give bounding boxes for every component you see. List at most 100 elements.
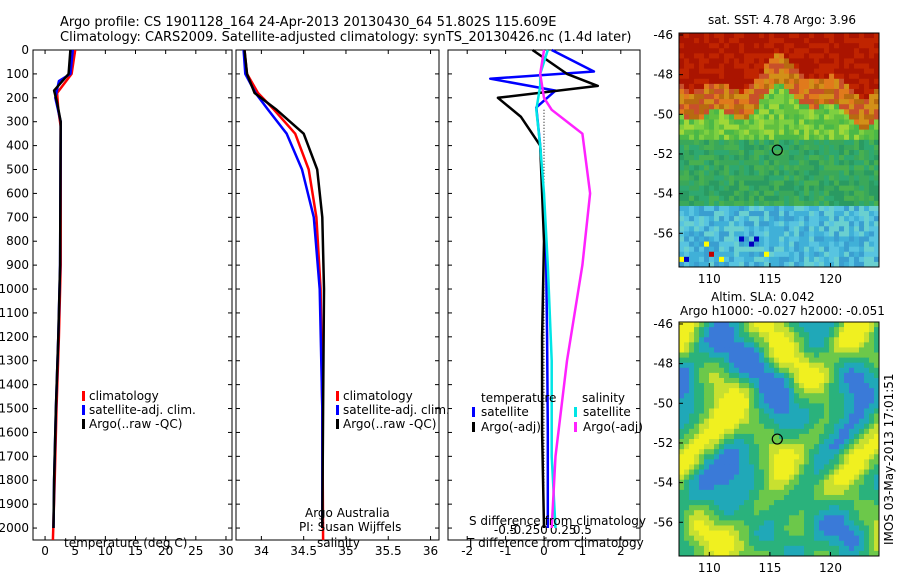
map-cell — [739, 337, 745, 343]
map-cell — [704, 134, 710, 141]
map-cell — [834, 78, 840, 85]
map-cell — [739, 241, 745, 248]
map-cell — [869, 63, 875, 70]
map-cell — [829, 221, 835, 227]
map-cell — [834, 144, 840, 151]
map-cell — [869, 383, 875, 389]
map-cell — [804, 88, 810, 95]
map-cell — [854, 63, 860, 70]
map-cell — [794, 367, 800, 374]
map-cell — [854, 246, 860, 253]
map-cell — [789, 459, 795, 465]
map-cell — [789, 88, 795, 95]
map-cell — [824, 205, 830, 212]
map-cell — [729, 413, 735, 420]
map-cell — [794, 352, 800, 359]
map-cell — [809, 48, 815, 54]
map-cell — [844, 68, 850, 75]
map-cell — [714, 261, 720, 268]
map-cell — [719, 144, 725, 151]
map-cell — [679, 322, 685, 328]
map-cell — [874, 545, 880, 552]
map-cell — [839, 408, 845, 414]
map-cell — [794, 165, 800, 171]
map-cell — [814, 428, 820, 435]
map-cell — [704, 216, 710, 222]
map-cell — [679, 428, 685, 435]
map-cell — [829, 251, 835, 258]
map-cell — [764, 256, 770, 263]
map-cell — [809, 362, 815, 369]
map-cell — [749, 352, 755, 359]
map-cell — [869, 479, 875, 486]
map-cell — [784, 129, 790, 136]
map-cell — [869, 43, 875, 49]
map-cell — [874, 474, 880, 481]
map-cell — [709, 205, 715, 212]
map-cell — [744, 433, 750, 440]
map-cell — [689, 332, 695, 338]
map-cell — [684, 83, 690, 90]
map-cell — [739, 211, 745, 217]
map-cell — [739, 48, 745, 54]
map-cell — [699, 433, 705, 440]
map-cell — [714, 322, 720, 328]
map-cell — [829, 180, 835, 187]
map-cell — [819, 428, 825, 435]
map-cell — [809, 195, 815, 202]
map-cell — [794, 251, 800, 258]
map-cell — [754, 403, 760, 409]
map-cell — [764, 500, 770, 506]
map-cell — [744, 83, 750, 90]
map-cell — [789, 124, 795, 131]
map-cell — [714, 464, 720, 470]
map-cell — [824, 241, 830, 248]
map-cell — [864, 342, 870, 348]
map-cell — [744, 150, 750, 156]
map-cell — [729, 550, 735, 557]
map-cell — [804, 119, 810, 125]
map-cell — [784, 530, 790, 537]
map-cell — [734, 38, 740, 44]
map-cell — [754, 525, 760, 531]
map-cell — [754, 251, 760, 258]
map-cell — [864, 474, 870, 481]
legend-swatch — [574, 422, 577, 432]
map-cell — [844, 43, 850, 49]
map-cell — [789, 231, 795, 237]
map-cell — [839, 251, 845, 258]
map-cell — [819, 362, 825, 369]
map-cell — [759, 119, 765, 125]
y-tick-label: 1400 — [0, 378, 29, 392]
map-cell — [834, 180, 840, 187]
map-cell — [779, 423, 785, 430]
map-cell — [844, 398, 850, 404]
map-cell — [779, 408, 785, 414]
map-cell — [799, 180, 805, 187]
map-cell — [864, 347, 870, 353]
map-cell — [819, 423, 825, 430]
map-cell — [814, 520, 820, 526]
map-cell — [824, 63, 830, 70]
map-cell — [694, 38, 700, 44]
map-cell — [834, 372, 840, 379]
map-cell — [804, 150, 810, 156]
map-cell — [829, 119, 835, 125]
map-cell — [729, 408, 735, 414]
map-cell — [779, 38, 785, 44]
map-cell — [769, 449, 775, 455]
map-cell — [839, 73, 845, 80]
map-cell — [834, 195, 840, 202]
map-cell — [804, 403, 810, 409]
map-cell — [794, 545, 800, 552]
map-cell — [834, 393, 840, 399]
map-cell — [789, 352, 795, 359]
map-cell — [789, 83, 795, 90]
map-cell — [844, 58, 850, 64]
map-cell — [774, 520, 780, 526]
map-cell — [754, 464, 760, 470]
map-cell — [839, 367, 845, 374]
map-cell — [699, 550, 705, 557]
map-cell — [844, 423, 850, 430]
y-tick-label: 1100 — [0, 306, 29, 320]
